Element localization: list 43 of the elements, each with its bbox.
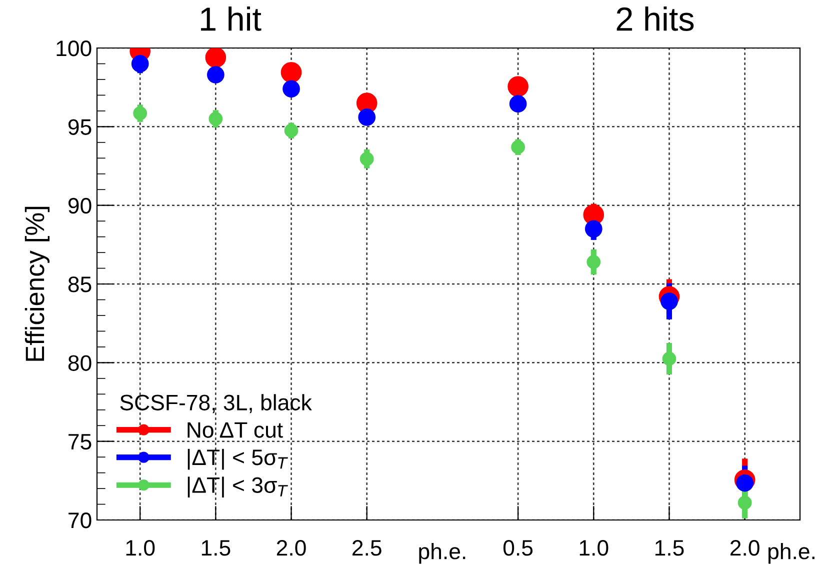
point xyxy=(360,152,374,166)
point xyxy=(284,124,298,138)
y-tick-label: 70 xyxy=(68,512,92,528)
point xyxy=(358,108,376,126)
y-tick-label: 75 xyxy=(68,434,92,450)
point xyxy=(282,80,300,98)
point xyxy=(584,220,602,238)
text: 1 hit xyxy=(201,6,262,31)
point xyxy=(586,255,601,269)
y-tick-label: 100 xyxy=(56,40,92,56)
legend-title: SCSF-78, 3L, black xyxy=(120,394,312,414)
point xyxy=(509,95,527,113)
x-tick-label: 2.0 xyxy=(730,540,760,556)
point xyxy=(133,106,148,120)
point xyxy=(736,474,754,492)
x-tick-label: 2.5 xyxy=(352,540,382,556)
point xyxy=(208,112,223,126)
y-axis-title: Efficiency [%] xyxy=(24,206,50,361)
text: ph.e. xyxy=(768,542,814,564)
point xyxy=(660,292,678,310)
y-tick-label: 90 xyxy=(68,198,92,214)
point xyxy=(207,66,224,84)
y-tick-label: 85 xyxy=(68,276,92,292)
x-tick-label: 1.5 xyxy=(202,540,230,556)
point xyxy=(280,62,302,83)
point xyxy=(511,140,525,154)
x-tick-label: 1.0 xyxy=(126,540,155,556)
legend-label: No ΔT cut xyxy=(188,422,283,438)
point xyxy=(131,55,149,72)
text: ph.e. xyxy=(419,542,466,564)
point xyxy=(508,76,528,97)
point xyxy=(205,48,226,68)
x-tick-label: 2.0 xyxy=(276,540,306,556)
x-tick-label: 1.0 xyxy=(580,540,608,556)
point xyxy=(662,352,676,366)
legend-label: |ΔT| < 5σ$_{T}$ xyxy=(188,448,288,470)
text: 2 hits xyxy=(616,6,694,31)
point xyxy=(738,496,752,510)
y-tick-label: 80 xyxy=(68,355,92,371)
x-tick-label: 0.5 xyxy=(503,540,533,556)
x-tick-label: 1.5 xyxy=(655,540,684,556)
legend-label: |ΔT| < 3σ$_{T}$ xyxy=(188,476,288,498)
y-tick-label: 95 xyxy=(68,119,92,135)
